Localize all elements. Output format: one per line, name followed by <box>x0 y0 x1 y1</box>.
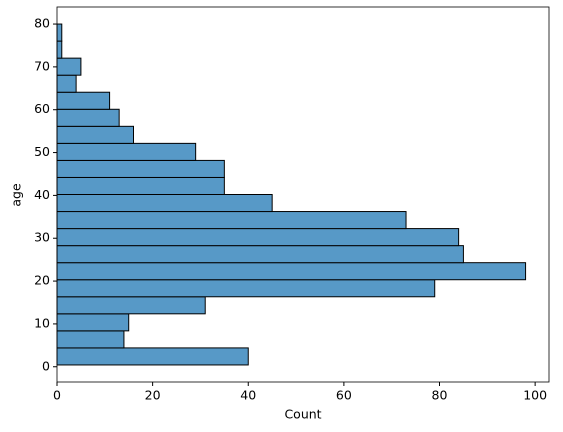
x-tick-label: 0 <box>53 388 61 403</box>
bar <box>56 57 82 76</box>
x-tick-label: 60 <box>336 388 352 403</box>
y-tick-label: 50 <box>34 144 50 159</box>
bar <box>56 176 225 195</box>
x-axis-label: Count <box>284 407 321 422</box>
bar <box>56 279 436 298</box>
x-tick-label: 20 <box>145 388 161 403</box>
bar <box>56 194 273 213</box>
y-tick-label: 20 <box>34 273 50 288</box>
x-tick-label: 100 <box>523 388 547 403</box>
bar <box>56 91 111 110</box>
bar <box>56 296 206 315</box>
x-tick-label: 80 <box>432 388 448 403</box>
y-tick-label: 30 <box>34 230 50 245</box>
y-tick-label: 40 <box>34 187 50 202</box>
bar <box>56 262 527 281</box>
y-tick-label: 10 <box>34 315 50 330</box>
bar <box>56 347 249 366</box>
bar <box>56 228 460 247</box>
bar <box>56 23 63 42</box>
y-tick-label: 80 <box>34 16 50 31</box>
bar <box>56 245 464 264</box>
bar <box>56 142 197 161</box>
bar <box>56 74 77 93</box>
plot-frame <box>56 6 550 383</box>
bar <box>56 40 63 59</box>
y-tick-label: 0 <box>42 358 50 373</box>
bar <box>56 159 225 178</box>
bar <box>56 211 407 230</box>
y-tick-label: 60 <box>34 101 50 116</box>
y-tick-label: 70 <box>34 58 50 73</box>
bar <box>56 330 125 349</box>
bar <box>56 313 130 332</box>
x-tick-label: 40 <box>240 388 256 403</box>
bar <box>56 108 120 127</box>
y-axis-label: age <box>9 183 24 207</box>
bar <box>56 125 135 144</box>
